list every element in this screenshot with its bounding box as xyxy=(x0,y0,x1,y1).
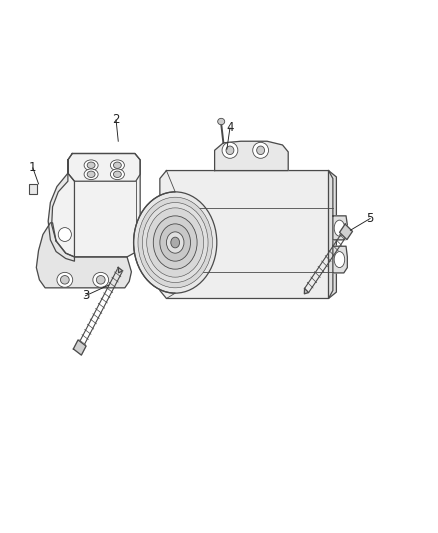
Ellipse shape xyxy=(84,160,98,171)
Ellipse shape xyxy=(58,228,71,241)
Polygon shape xyxy=(215,141,288,171)
Text: 5: 5 xyxy=(367,212,374,225)
Ellipse shape xyxy=(113,171,121,177)
Polygon shape xyxy=(118,268,123,273)
Ellipse shape xyxy=(166,232,184,253)
Ellipse shape xyxy=(153,216,197,269)
Text: 1: 1 xyxy=(29,161,37,174)
Polygon shape xyxy=(333,216,347,240)
Ellipse shape xyxy=(257,146,265,155)
Ellipse shape xyxy=(84,169,98,180)
Ellipse shape xyxy=(160,224,191,261)
Ellipse shape xyxy=(334,220,345,236)
Ellipse shape xyxy=(222,142,238,158)
Ellipse shape xyxy=(171,237,180,248)
Ellipse shape xyxy=(138,197,212,288)
Ellipse shape xyxy=(87,171,95,177)
Text: 2: 2 xyxy=(112,114,120,126)
Polygon shape xyxy=(52,154,140,257)
Polygon shape xyxy=(304,288,309,294)
Polygon shape xyxy=(48,160,74,261)
Polygon shape xyxy=(74,340,86,355)
Ellipse shape xyxy=(226,146,234,155)
Ellipse shape xyxy=(218,118,225,125)
Ellipse shape xyxy=(134,192,217,293)
Text: 4: 4 xyxy=(226,122,234,134)
Ellipse shape xyxy=(57,272,73,287)
Ellipse shape xyxy=(147,208,204,277)
Text: 3: 3 xyxy=(82,289,89,302)
Ellipse shape xyxy=(93,272,109,287)
Polygon shape xyxy=(339,224,353,240)
Polygon shape xyxy=(328,171,336,298)
Ellipse shape xyxy=(113,162,121,168)
Polygon shape xyxy=(160,171,333,298)
Ellipse shape xyxy=(110,169,124,180)
Ellipse shape xyxy=(60,276,69,284)
Ellipse shape xyxy=(253,142,268,158)
Ellipse shape xyxy=(334,252,345,268)
Ellipse shape xyxy=(96,276,105,284)
Polygon shape xyxy=(36,223,131,288)
Ellipse shape xyxy=(142,203,208,282)
Polygon shape xyxy=(333,246,347,273)
Ellipse shape xyxy=(87,162,95,168)
Bar xyxy=(29,184,37,194)
Ellipse shape xyxy=(110,160,124,171)
Polygon shape xyxy=(68,154,140,181)
